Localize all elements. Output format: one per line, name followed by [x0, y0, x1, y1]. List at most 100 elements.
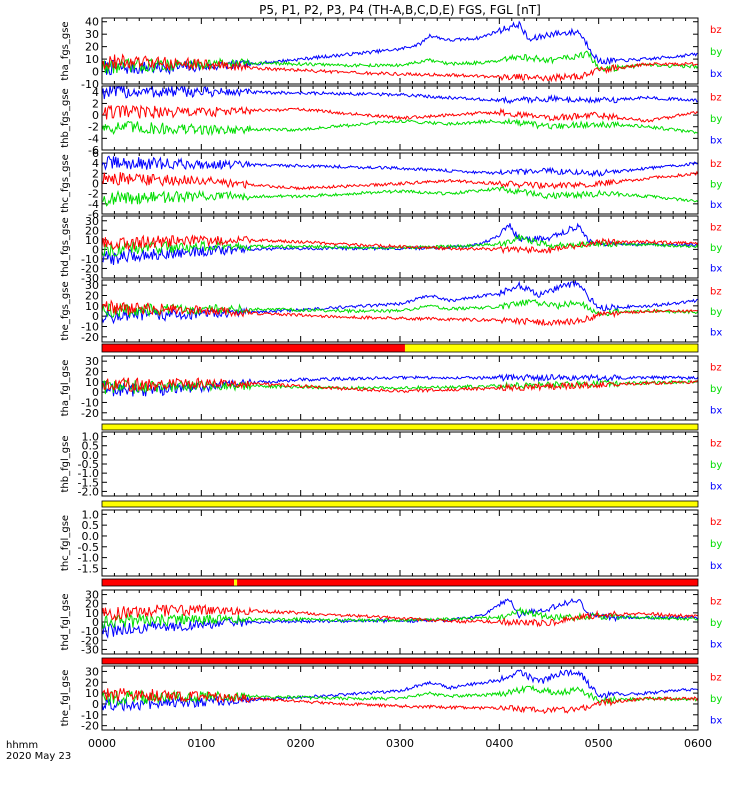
legend-by: by — [710, 384, 722, 395]
ytick-label: -20 — [81, 634, 99, 647]
series-lines — [102, 222, 698, 265]
panel-ylabel: the_fgs_gse — [60, 281, 71, 340]
legend-bx: bx — [710, 639, 722, 650]
time-axis: 0000 0100 0200 0300 0400 0500 0600 — [88, 737, 712, 750]
legend-bx: bx — [710, 200, 722, 211]
series-bx — [102, 86, 698, 105]
ytick-label: 20 — [85, 290, 99, 303]
flag-segment — [102, 501, 698, 507]
ytick-label: -6 — [88, 144, 99, 157]
series-bx — [102, 222, 698, 265]
ytick-label: -10 — [81, 78, 99, 91]
time-axis-date: 2020 May 23 — [6, 751, 71, 762]
series-bx — [102, 597, 698, 639]
ytick-label: 0 — [92, 386, 99, 399]
series-bx — [102, 373, 698, 397]
ytick-label: -10 — [81, 321, 99, 334]
ytick-label: 10 — [85, 687, 99, 700]
ytick-label: 30 — [85, 665, 99, 678]
panel-thb_fgl_gse: -2.0-1.5-1.0-0.50.00.51.0 thb_fgl_gse bz by… — [60, 431, 722, 499]
xtick-label: 0400 — [485, 737, 513, 750]
legend-by: by — [710, 180, 722, 191]
series-lines — [102, 373, 698, 397]
ytick-label: -4 — [88, 132, 99, 145]
panel-ylabel: tha_fgs_gse — [60, 21, 71, 80]
ytick-label: -10 — [81, 625, 99, 638]
flag-bar — [101, 423, 699, 431]
ytick-label: 30 — [85, 589, 99, 602]
series-bx — [102, 155, 698, 178]
series-bz — [102, 170, 698, 191]
legend-bz: bz — [710, 93, 722, 104]
ytick-label: 0 — [92, 66, 99, 79]
legend-bx: bx — [710, 481, 722, 492]
ytick-label: -10 — [81, 253, 99, 266]
plot-title: P5, P1, P2, P3, P4 (TH-A,B,C,D,E) FGS, F… — [259, 3, 541, 17]
legend-bx: bx — [710, 561, 722, 572]
ytick-label: 10 — [85, 234, 99, 247]
ytick-label: 10 — [85, 53, 99, 66]
legend-bz: bz — [710, 439, 722, 450]
legend-bz: bz — [710, 597, 722, 608]
xtick-label: 0500 — [585, 737, 613, 750]
legend-bz: bz — [710, 517, 722, 528]
ytick-label: 0.5 — [82, 519, 100, 532]
ytick-label: 20 — [85, 41, 99, 54]
series-bz — [102, 234, 698, 255]
ytick-label: -20 — [81, 331, 99, 344]
ytick-label: 2 — [92, 167, 99, 180]
series-bx — [102, 669, 698, 712]
flag-frame — [101, 657, 699, 665]
legend-bx: bx — [710, 69, 722, 80]
ytick-label: 4 — [92, 157, 99, 170]
series-lines — [102, 597, 698, 639]
legend-by: by — [710, 460, 722, 471]
ytick-label: 30 — [85, 355, 99, 368]
series-lines — [102, 669, 698, 715]
ytick-label: 6 — [92, 147, 99, 160]
ytick-label: 10 — [85, 376, 99, 389]
series-by — [102, 379, 698, 395]
ytick-label: -4 — [88, 198, 99, 211]
series-bx — [102, 280, 698, 325]
panel-ylabel: thb_fgl_gse — [60, 436, 71, 493]
ytick-label: -2 — [88, 188, 99, 201]
series-bz — [102, 688, 698, 715]
ytick-label: -20 — [81, 262, 99, 275]
series-bz — [102, 104, 698, 123]
legend-bz: bz — [710, 222, 722, 233]
panel-ylabel: tha_fgl_gse — [60, 360, 71, 417]
ytick-label: 0.0 — [82, 530, 100, 543]
ytick-label: 30 — [85, 279, 99, 292]
legend-by: by — [710, 618, 722, 629]
panel-thc_fgl_gse: -1.5-1.0-0.50.00.51.0 thc_fgl_gse bz by bx — [60, 508, 722, 577]
flag-frame — [101, 343, 699, 353]
legend-bz: bz — [710, 673, 722, 684]
ytick-label: -20 — [81, 720, 99, 733]
ytick-label: 4 — [92, 86, 99, 99]
flag-bar — [101, 657, 699, 665]
series-bz — [102, 53, 698, 83]
flag-segment — [102, 658, 698, 664]
panel-frame — [101, 509, 699, 577]
ytick-label: -10 — [81, 709, 99, 722]
xtick-label: 0100 — [187, 737, 215, 750]
ytick-label: -20 — [81, 407, 99, 420]
time-axis-unit: hhmm — [6, 740, 38, 751]
ytick-label: 30 — [85, 28, 99, 41]
ytick-label: 1.0 — [82, 508, 100, 521]
panel-ylabel: the_fgl_gse — [60, 670, 71, 727]
ytick-label: 20 — [85, 224, 99, 237]
legend-bx: bx — [710, 328, 722, 339]
ytick-label: -10 — [81, 396, 99, 409]
legend-by: by — [710, 243, 722, 254]
ytick-label: 0 — [92, 243, 99, 256]
legend-bx: bx — [710, 715, 722, 726]
